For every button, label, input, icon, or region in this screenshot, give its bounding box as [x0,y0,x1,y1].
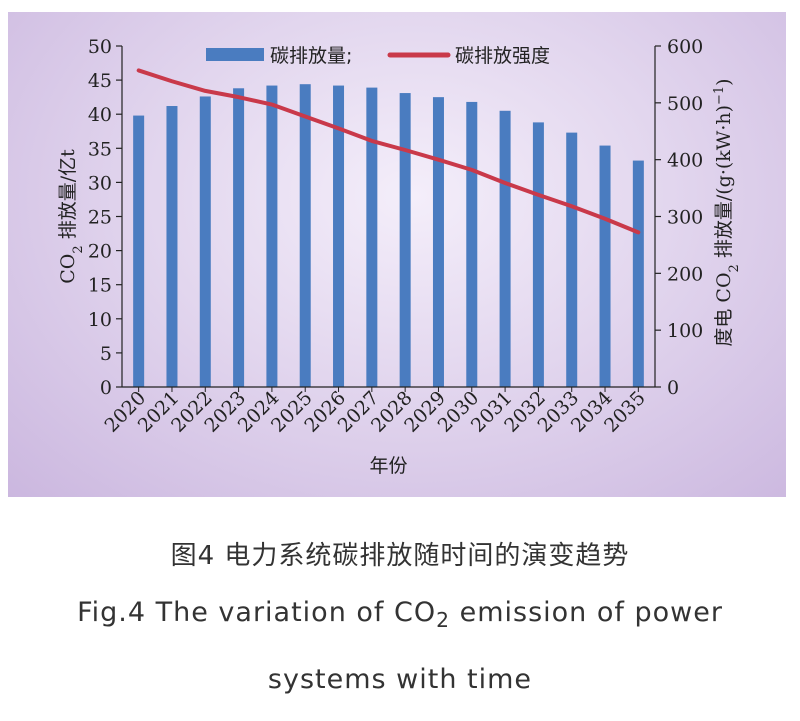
legend-line-label: 碳排放强度 [455,45,550,67]
right-axis-title-part-3: −1 [712,86,727,105]
left-axis-title-part-2: 排放量/亿t [57,149,79,245]
left-tick-label-5: 5 [100,343,112,365]
intensity-point-2024 [271,104,273,106]
left-tick-label-40: 40 [88,104,112,126]
left-axis-title-part-0: CO [57,254,79,284]
right-axis-title-part-2: 排放量/(g·(kW·h) [713,105,735,264]
left-tick-label-50: 50 [88,36,112,58]
left-tick-label-10: 10 [88,309,112,331]
intensity-point-2030 [471,169,473,171]
left-tick-label-35: 35 [88,138,112,160]
left-tick-label-45: 45 [88,70,112,92]
intensity-point-2026 [338,127,340,129]
figure-caption-english-line2: systems with time [267,664,533,695]
right-axis-title-part-0: 度电 CO [713,272,735,346]
bar-2022 [199,96,211,387]
left-tick-label-20: 20 [88,241,112,263]
right-axis-title: 度电 CO2 排放量/(g·(kW·h)−1) [712,78,742,346]
right-tick-label-100: 100 [667,320,703,342]
bar-2028 [399,93,411,388]
intensity-point-2028 [404,149,406,151]
right-tick-label-400: 400 [667,150,703,172]
intensity-point-2027 [371,140,373,142]
bar-2031 [499,110,511,387]
legend-bar-label: 碳排放量; [270,45,352,67]
right-tick-label-600: 600 [667,36,703,58]
bar-2026 [333,85,345,387]
intensity-point-2032 [537,194,539,196]
right-axis-title-part-1: 2 [727,264,742,272]
intensity-line [136,68,641,235]
right-tick-label-500: 500 [667,93,703,115]
bar-2033 [566,132,578,387]
legend-bar-swatch [206,48,264,61]
right-tick-label-300: 300 [667,207,703,229]
intensity-point-2022 [204,90,206,92]
intensity-point-2025 [304,115,306,117]
intensity-point-2035 [637,231,639,233]
left-axis-title: CO2 排放量/亿t [57,149,86,284]
right-tick-label-0: 0 [667,377,679,399]
intensity-point-2034 [604,218,606,220]
bar-2024 [266,85,278,387]
bar-2035 [632,160,644,387]
bar-2023 [233,88,245,387]
left-tick-label-30: 30 [88,172,112,194]
x-axis-title: 年份 [369,455,407,477]
right-axis-title-part-4: ) [713,78,735,85]
bar-2032 [532,122,544,387]
right-tick-label-200: 200 [667,263,703,285]
intensity-point-2023 [238,96,240,98]
intensity-point-2021 [171,80,173,82]
caption-en-part1: Fig.4 The variation of CO [77,597,437,628]
chart: 0510152025303540455001002003004005006002… [57,36,742,477]
left-axis-title-part-1: 2 [71,245,86,253]
bar-2021 [166,106,178,388]
bar-2029 [432,97,444,388]
caption-en-part2: emission of power [450,597,723,628]
bar-2020 [133,115,145,388]
left-tick-label-0: 0 [100,377,112,399]
figure-caption-chinese: 图4 电力系统碳排放随时间的演变趋势 [170,541,630,571]
intensity-point-2031 [504,182,506,184]
intensity-point-2029 [437,159,439,161]
caption-en-subscript: 2 [436,608,451,633]
bar-2034 [599,145,611,387]
bar-2025 [299,84,311,387]
left-tick-label-15: 15 [88,275,112,297]
bar-2027 [366,87,378,388]
intensity-point-2020 [138,69,140,71]
left-tick-label-25: 25 [88,207,112,229]
intensity-point-2033 [571,205,573,207]
figure-caption-english-line1: Fig.4 The variation of CO2 emission of p… [0,597,800,632]
bar-2030 [466,101,478,387]
